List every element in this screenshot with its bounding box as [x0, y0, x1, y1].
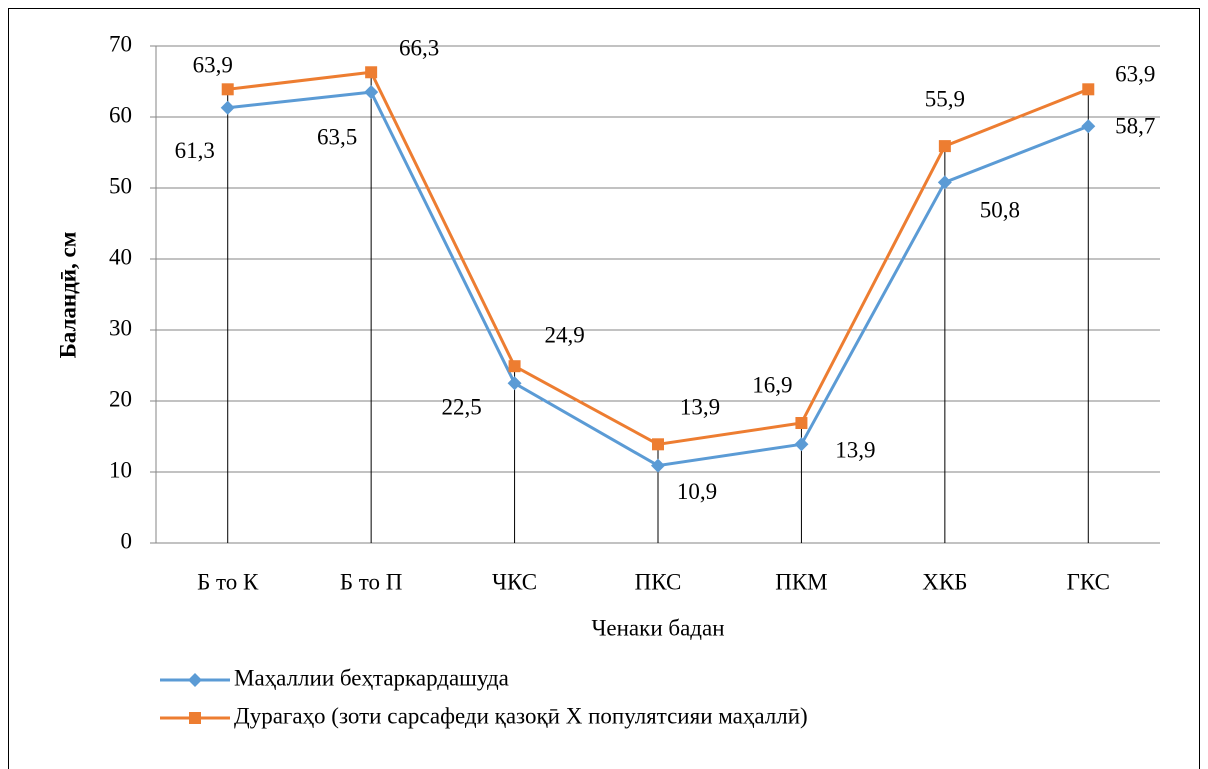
marker [364, 85, 379, 100]
chart-border [8, 8, 1200, 769]
marker [794, 437, 809, 452]
data-label: 13,9 [835, 438, 875, 463]
marker [507, 376, 522, 391]
y-tick-label: 0 [121, 528, 133, 553]
data-label: 13,9 [680, 395, 720, 420]
marker [508, 360, 521, 373]
y-tick-label: 60 [109, 102, 132, 127]
marker [188, 673, 202, 687]
y-tick-label: 40 [109, 244, 132, 269]
x-tick-label: ПКС [635, 569, 682, 594]
legend-label: Маҳаллии беҳтаркардашуда [234, 665, 509, 690]
data-label: 16,9 [752, 372, 792, 397]
data-label: 63,9 [193, 53, 233, 78]
y-tick-label: 70 [109, 31, 132, 56]
marker [651, 458, 665, 473]
data-label: 61,3 [175, 138, 215, 163]
x-tick-label: ХКБ [922, 569, 967, 594]
marker [220, 100, 235, 115]
x-tick-label: ГКС [1067, 569, 1110, 594]
x-tick-label: ПКМ [775, 569, 827, 594]
data-label: 50,8 [980, 198, 1020, 223]
marker [1082, 83, 1095, 96]
data-label: 10,9 [677, 479, 717, 504]
marker [1081, 119, 1096, 134]
data-label: 58,7 [1115, 114, 1155, 139]
legend-label: Дурагаҳо (зоти сарсафеди қазоқӣ X популя… [234, 703, 808, 728]
marker [937, 175, 952, 190]
marker [938, 140, 951, 153]
data-label: 66,3 [399, 36, 439, 61]
y-tick-label: 10 [109, 457, 132, 482]
data-label: 63,9 [1115, 62, 1155, 87]
x-tick-label: Б то К [197, 569, 259, 594]
marker [652, 438, 664, 451]
y-axis-label: Баландӣ, см [55, 232, 80, 359]
x-axis-label: Ченаки бадан [591, 615, 724, 640]
x-tick-label: Б то П [340, 569, 403, 594]
y-tick-label: 30 [109, 315, 132, 340]
data-label: 63,5 [317, 124, 357, 149]
y-tick-label: 50 [109, 173, 132, 198]
data-label: 55,9 [925, 86, 965, 111]
marker [221, 83, 234, 96]
x-tick-label: ЧКС [492, 569, 537, 594]
marker [189, 712, 201, 724]
data-label: 22,5 [441, 395, 481, 420]
marker [795, 417, 808, 430]
data-label: 24,9 [544, 322, 584, 347]
y-tick-label: 20 [109, 386, 132, 411]
marker [365, 66, 378, 79]
